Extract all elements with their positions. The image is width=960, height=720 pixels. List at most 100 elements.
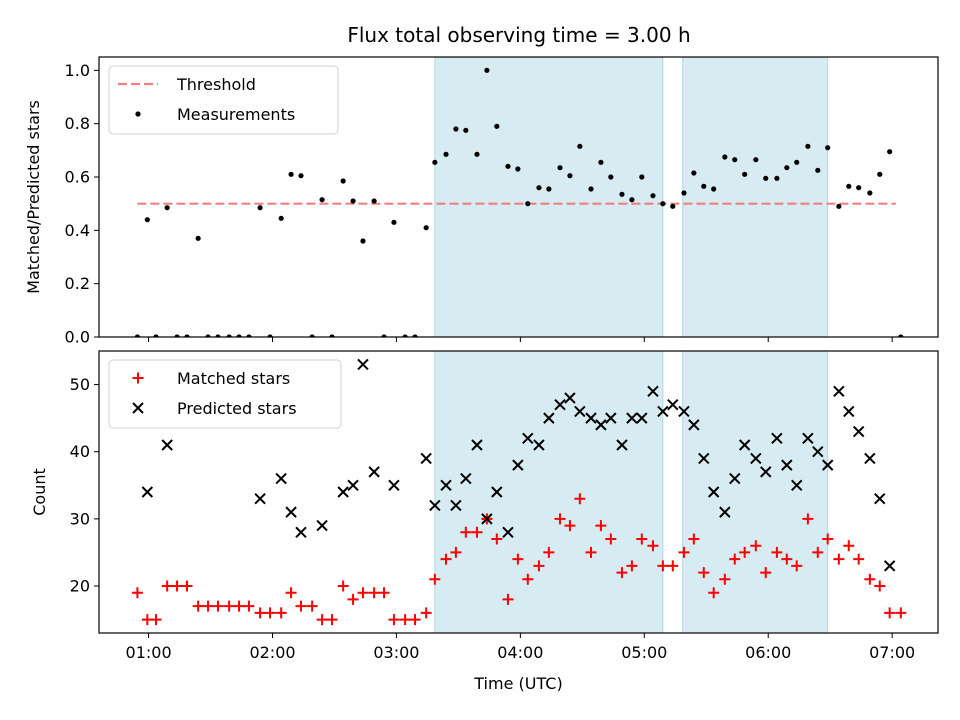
predicted-star-point bbox=[388, 479, 400, 491]
measurement-point bbox=[867, 190, 873, 196]
matched-star-point bbox=[316, 614, 328, 626]
matched-star-point bbox=[388, 614, 400, 626]
matched-star-point bbox=[161, 580, 173, 592]
top-y-tick-label: 0.2 bbox=[65, 274, 90, 293]
measurement-point bbox=[877, 171, 883, 177]
legend-box bbox=[108, 359, 342, 429]
matched-star-point bbox=[729, 553, 741, 565]
matched-star-point bbox=[543, 546, 555, 558]
predicted-star-point bbox=[657, 405, 669, 418]
bottom-y-tick-label: 30 bbox=[70, 509, 90, 528]
predicted-star-point bbox=[605, 412, 617, 424]
measurement-point bbox=[391, 219, 397, 225]
bottom-shaded-span-2 bbox=[682, 350, 829, 634]
matched-star-point bbox=[585, 546, 597, 558]
measurement-point bbox=[691, 170, 697, 176]
measurement-point bbox=[794, 159, 800, 165]
predicted-star-point bbox=[368, 466, 380, 478]
bottom-legend: Matched stars Predicted stars bbox=[108, 359, 342, 429]
matched-star-point bbox=[708, 587, 720, 599]
bottom-x-tick-label: 07:00 bbox=[869, 643, 915, 662]
measurement-point bbox=[836, 203, 842, 209]
measurement-point bbox=[670, 203, 676, 209]
bottom-y-tick-label: 50 bbox=[70, 375, 90, 394]
measurement-point bbox=[577, 143, 583, 149]
matched-star-point bbox=[429, 573, 441, 585]
predicted-star-point bbox=[512, 459, 524, 471]
measurement-point bbox=[546, 186, 552, 192]
bottom-axes-frame bbox=[98, 350, 939, 634]
matched-star-point bbox=[212, 600, 224, 612]
measurement-point bbox=[681, 190, 687, 196]
predicted-star-point bbox=[707, 486, 720, 498]
predicted-star-point bbox=[791, 479, 803, 491]
measurement-point bbox=[515, 166, 521, 172]
matched-star-point bbox=[171, 580, 183, 592]
measurement-point bbox=[205, 334, 211, 337]
measurement-point bbox=[753, 157, 759, 163]
legend-label: Measurements bbox=[177, 105, 295, 124]
measurement-point bbox=[742, 171, 748, 177]
predicted-star-point bbox=[429, 499, 441, 512]
matched-star-point bbox=[781, 553, 793, 565]
measurement-point bbox=[360, 238, 366, 244]
matched-star-point bbox=[647, 540, 659, 552]
matched-star-point bbox=[326, 614, 338, 626]
measurement-point bbox=[236, 334, 242, 337]
measurement-point bbox=[898, 334, 904, 337]
matched-star-point bbox=[512, 553, 524, 565]
measurement-point bbox=[144, 217, 150, 223]
matched-star-point bbox=[822, 533, 834, 545]
measurement-point bbox=[267, 334, 273, 337]
bottom-x-tick-label: 04:00 bbox=[497, 643, 543, 662]
matched-star-point bbox=[564, 520, 576, 532]
top-y-tick-label: 0.6 bbox=[65, 168, 90, 187]
measurement-point bbox=[215, 334, 221, 337]
measurement-point bbox=[184, 334, 190, 337]
top-legend: Threshold Measurements bbox=[108, 65, 339, 135]
matched-star-point bbox=[853, 553, 865, 565]
matched-star-point bbox=[285, 587, 297, 599]
matched-star-point bbox=[181, 580, 193, 592]
matched-star-point bbox=[554, 513, 566, 525]
predicted-star-point bbox=[564, 392, 576, 404]
measurement-point bbox=[381, 334, 387, 337]
matched-star-point bbox=[522, 573, 534, 585]
matched-star-point bbox=[750, 540, 762, 552]
measurement-point bbox=[825, 145, 831, 151]
bottom-y-axis-label: Count bbox=[30, 468, 49, 516]
predicted-star-point bbox=[275, 472, 287, 485]
measurement-point bbox=[774, 175, 780, 181]
predicted-star-point bbox=[141, 486, 154, 498]
measurement-point bbox=[164, 205, 170, 211]
top-y-tick-label: 0.8 bbox=[65, 114, 90, 133]
measurement-point bbox=[298, 173, 304, 179]
measurement-point bbox=[557, 165, 563, 171]
matched-star-point bbox=[440, 553, 452, 565]
top-plot-area bbox=[134, 67, 904, 337]
measurement-point bbox=[494, 123, 500, 129]
predicted-star-point bbox=[254, 493, 266, 505]
matched-star-point bbox=[243, 600, 255, 612]
legend-label: Predicted stars bbox=[177, 399, 297, 418]
matched-star-point bbox=[771, 546, 783, 558]
predicted-star-point bbox=[647, 385, 659, 397]
matched-star-point bbox=[616, 567, 628, 579]
predicted-star-point bbox=[585, 412, 597, 424]
measurement-point bbox=[598, 159, 604, 165]
bottom-x-tick-label: 06:00 bbox=[745, 643, 791, 662]
predicted-star-point bbox=[357, 358, 369, 371]
measurement-point bbox=[371, 198, 377, 204]
measurement-point bbox=[763, 175, 769, 181]
measurement-point bbox=[402, 334, 408, 337]
matched-star-point bbox=[864, 573, 876, 585]
matched-star-point bbox=[150, 614, 162, 626]
bottom-y-tick-label: 40 bbox=[70, 442, 90, 461]
measurement-point bbox=[701, 183, 707, 189]
matched-star-point bbox=[605, 533, 617, 545]
measurement-point bbox=[619, 191, 625, 197]
matched-star-point bbox=[254, 607, 266, 619]
measurement-point bbox=[195, 235, 201, 241]
measurement-point bbox=[567, 173, 573, 179]
